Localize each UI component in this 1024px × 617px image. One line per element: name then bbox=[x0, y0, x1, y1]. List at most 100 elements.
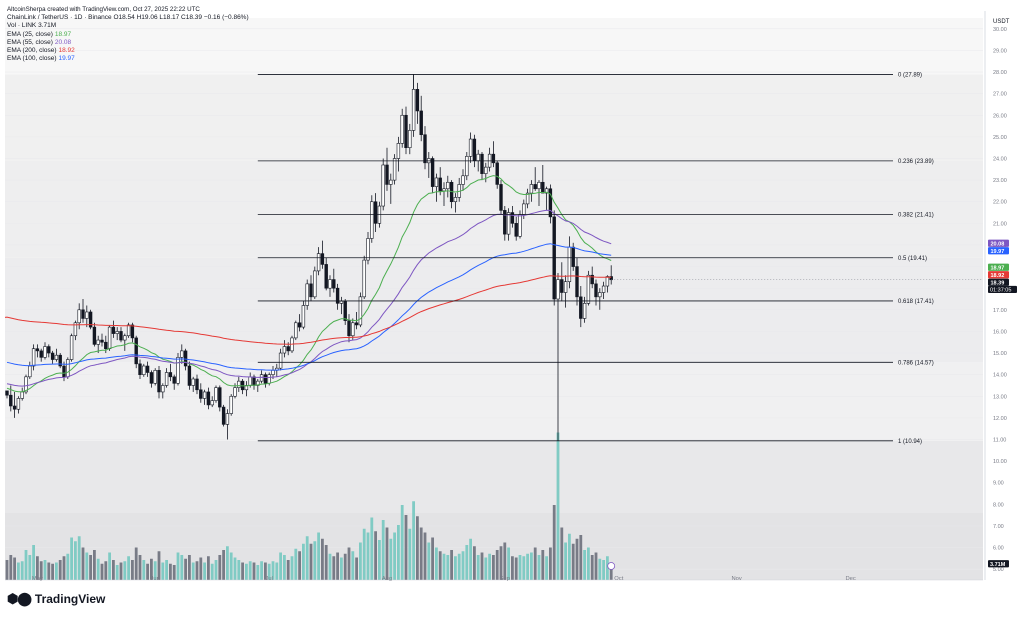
volume-bar bbox=[324, 545, 328, 580]
volume-bar bbox=[85, 552, 89, 580]
volume-bar bbox=[359, 542, 362, 580]
candle-body bbox=[529, 184, 534, 194]
volume-bar bbox=[537, 555, 541, 580]
volume-bar bbox=[480, 552, 484, 580]
volume-bar bbox=[336, 552, 339, 580]
candle-body bbox=[605, 276, 610, 287]
time-tick-label: Nov bbox=[731, 576, 741, 582]
volume-bar bbox=[545, 556, 548, 580]
candle-body bbox=[28, 365, 32, 378]
candle-body bbox=[525, 192, 530, 205]
volume-bar bbox=[93, 550, 96, 580]
candle-body bbox=[115, 331, 119, 334]
ema-legend-item[interactable]: EMA (55, close) 20.08 bbox=[7, 39, 249, 47]
volume-bar bbox=[233, 557, 237, 580]
volume-bar bbox=[142, 560, 146, 580]
volume-bar bbox=[279, 552, 282, 580]
candle-body bbox=[430, 158, 435, 187]
volume-bar bbox=[340, 557, 343, 580]
candle-body bbox=[157, 370, 161, 393]
ema-legend-item[interactable]: EMA (25, close) 18.97 bbox=[7, 31, 249, 39]
volume-bar bbox=[549, 547, 552, 580]
volume-bar bbox=[55, 562, 58, 580]
volume-bar bbox=[20, 561, 24, 580]
volume-bar bbox=[127, 556, 130, 580]
volume-bar bbox=[100, 563, 104, 580]
candle-body bbox=[503, 210, 507, 235]
candle-body bbox=[164, 372, 169, 386]
volume-bar bbox=[176, 552, 180, 580]
candle-body bbox=[343, 300, 347, 321]
candle-body bbox=[522, 203, 526, 215]
symbol-ohlc-line[interactable]: ChainLink / TetherUS · 1D · Binance O18.… bbox=[7, 14, 249, 22]
candle-body bbox=[73, 322, 78, 337]
volume-bar bbox=[138, 555, 142, 580]
price-tag bbox=[988, 271, 1009, 279]
candle-body bbox=[480, 153, 484, 174]
time-tick-label: Aug bbox=[382, 576, 392, 582]
candle-body bbox=[491, 153, 496, 164]
volume-bar bbox=[112, 560, 115, 580]
candle-body bbox=[58, 354, 62, 367]
candle-body bbox=[560, 279, 564, 293]
volume-bar bbox=[522, 556, 526, 580]
volume-bar bbox=[264, 562, 267, 580]
tradingview-brand[interactable]: ⬢⬤ TradingView bbox=[7, 591, 105, 607]
volume-legend[interactable]: Vol · LINK 3.71M bbox=[7, 22, 57, 30]
candle-body bbox=[176, 357, 180, 384]
price-tick-label: 13.00 bbox=[993, 394, 1007, 400]
candle-body bbox=[69, 335, 74, 360]
time-tick-label: Jun bbox=[151, 576, 160, 582]
candle-body bbox=[88, 311, 93, 328]
time-tick-label: Jul bbox=[265, 576, 272, 582]
price-tick-label: 5.00 bbox=[993, 567, 1004, 573]
candle-body bbox=[533, 184, 537, 190]
volume-bars bbox=[5, 432, 613, 580]
volume-bar bbox=[131, 560, 134, 580]
volume-bar bbox=[438, 551, 442, 580]
candle-body bbox=[248, 376, 252, 386]
volume-bar bbox=[267, 563, 271, 580]
price-tick-label: 12.00 bbox=[993, 416, 1007, 422]
time-axis[interactable]: May Jun Jul Aug Sep Oct Nov Dec bbox=[5, 576, 983, 582]
candle-body bbox=[259, 374, 264, 382]
volume-bar bbox=[598, 558, 602, 580]
volume-bar bbox=[161, 562, 165, 580]
candle-body bbox=[168, 372, 173, 378]
volume-bar bbox=[541, 550, 545, 580]
price-axis[interactable]: USDT 5.00 6.00 7.00 8.00 9.00 10.00 11.00 12.00 1… bbox=[984, 11, 1010, 580]
volume-bar bbox=[199, 557, 203, 580]
candle-body bbox=[339, 300, 344, 304]
fib-zone bbox=[5, 74, 983, 161]
candle-body bbox=[85, 311, 89, 319]
volume-bar bbox=[609, 563, 613, 580]
volume-bar bbox=[514, 557, 518, 580]
price-tick-label: 14.00 bbox=[993, 373, 1007, 379]
candle-body bbox=[107, 326, 112, 350]
price-tick-label: 21.00 bbox=[993, 221, 1007, 227]
volume-bar bbox=[172, 565, 176, 580]
ema-legend-item[interactable]: EMA (100, close) 19.97 bbox=[7, 55, 249, 63]
ema-legend-item[interactable]: EMA (200, close) 18.92 bbox=[7, 47, 249, 55]
candle-body bbox=[20, 391, 24, 399]
candle-body bbox=[130, 324, 135, 339]
volume-bar bbox=[427, 542, 431, 580]
fib-retracement[interactable]: 0 (27.89) 0.236 (23.89) 0.382 (21.41) 0.5 (… bbox=[257, 73, 934, 445]
candle-body bbox=[358, 296, 363, 326]
volume-bar bbox=[332, 556, 336, 580]
price-tag-label: 19.97 bbox=[991, 249, 1005, 255]
price-tag-label: 18.39 bbox=[991, 280, 1005, 286]
candle-body bbox=[237, 380, 241, 388]
candle-body bbox=[9, 394, 13, 407]
ema-line bbox=[6, 243, 612, 371]
volume-bar bbox=[571, 543, 575, 580]
volume-tag bbox=[988, 560, 1009, 568]
candle-body bbox=[301, 305, 306, 328]
candle-body bbox=[408, 130, 412, 148]
price-tag bbox=[988, 263, 1009, 271]
candle-body bbox=[571, 246, 575, 267]
ema-line bbox=[4, 275, 612, 345]
volume-bar bbox=[416, 516, 419, 580]
price-tick-label: 8.00 bbox=[993, 502, 1004, 508]
